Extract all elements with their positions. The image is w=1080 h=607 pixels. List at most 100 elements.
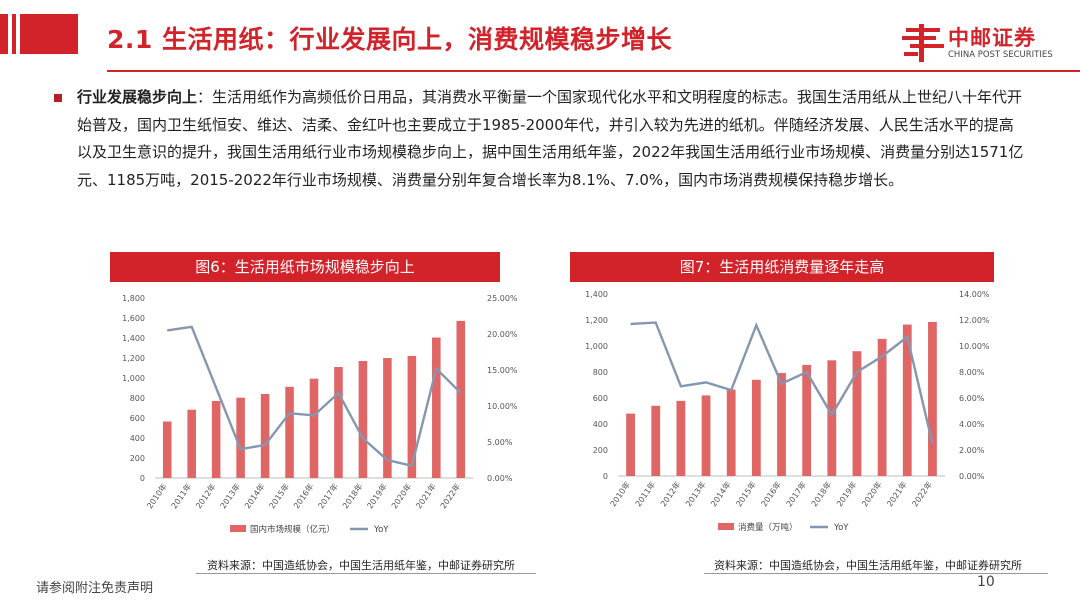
paragraph-lead: 行业发展稳步向上 xyxy=(77,88,198,106)
y-right-tick-label: 5.00% xyxy=(487,438,513,447)
bar xyxy=(309,378,319,478)
y-left-tick-label: 1,000 xyxy=(585,342,608,351)
x-tick-label: 2012年 xyxy=(193,481,217,510)
bar xyxy=(626,413,635,476)
chart-title: 图6：生活用纸市场规模稳步向上 xyxy=(110,252,500,282)
bar xyxy=(187,409,196,478)
legend-bar-label: 消费量（万吨） xyxy=(738,522,798,533)
chart-market-size: 图6：生活用纸市场规模稳步向上 0 200 400 600 800 1,000 1,200 1… xyxy=(110,252,518,552)
y-left-tick-label: 800 xyxy=(130,394,145,403)
y-left-tick-label: 0 xyxy=(603,472,608,481)
y-right-tick-label: 0.00% xyxy=(959,472,985,481)
y-right-tick-label: 25.00% xyxy=(487,294,518,303)
bar xyxy=(726,389,736,476)
legend-bar-swatch xyxy=(718,523,734,530)
yoy-line xyxy=(167,325,462,468)
y-right-tick-label: 6.00% xyxy=(959,394,985,403)
body-paragraph: 行业发展稳步向上：生活用纸作为高频低价日用品，其消费水平衡量一个国家现代化水平和… xyxy=(77,84,1027,194)
bar xyxy=(802,364,812,476)
x-tick-label: 2022年 xyxy=(438,481,462,510)
bar xyxy=(928,321,937,476)
y-left-tick-label: 400 xyxy=(130,434,145,443)
bar xyxy=(211,401,221,478)
bar xyxy=(852,351,862,476)
chart-plot: 0 200 400 600 800 1,000 1,200 1,400 0.00% 2.00% 4.… xyxy=(585,290,990,533)
header-accent-block xyxy=(0,14,78,54)
x-tick-label: 2011年 xyxy=(169,481,193,510)
bar xyxy=(162,421,172,478)
y-left-tick-label: 600 xyxy=(130,414,145,423)
x-tick-label: 2011年 xyxy=(633,479,657,508)
yoy-line xyxy=(630,321,934,444)
x-tick-label: 2013年 xyxy=(218,481,242,510)
y-right-tick-label: 20.00% xyxy=(487,330,518,339)
footer-disclaimer[interactable]: 请参阅附注免责声明 xyxy=(36,581,154,596)
bar xyxy=(432,337,441,478)
logo-chinese-name: 中邮证券 xyxy=(948,26,1036,50)
bar xyxy=(236,397,245,478)
y-left-tick-label: 400 xyxy=(593,420,608,429)
y-right-tick-label: 0.00% xyxy=(487,474,513,483)
x-tick-label: 2019年 xyxy=(834,479,858,508)
bar xyxy=(902,324,912,476)
y-left-tick-label: 1,600 xyxy=(122,314,145,323)
bar xyxy=(877,338,887,476)
x-tick-label: 2016年 xyxy=(291,481,315,510)
x-tick-label: 2013年 xyxy=(683,479,707,508)
x-tick-label: 2014年 xyxy=(708,479,732,508)
y-right-tick-label: 8.00% xyxy=(959,368,985,377)
y-left-tick-label: 200 xyxy=(593,446,608,455)
x-tick-label: 2017年 xyxy=(316,481,340,510)
legend-line-label: YoY xyxy=(373,525,389,535)
y-right-tick-label: 10.00% xyxy=(487,402,518,411)
x-tick-label: 2017年 xyxy=(784,479,808,508)
bar xyxy=(651,405,661,476)
bullet-square-icon xyxy=(54,94,62,102)
chart-plot: 0 200 400 600 800 1,000 1,200 1,400 1,600 1,800 0.… xyxy=(122,294,518,535)
source-divider xyxy=(704,573,1048,574)
y-left-tick-label: 600 xyxy=(593,394,608,403)
legend-bar-swatch xyxy=(230,525,246,532)
x-tick-label: 2010年 xyxy=(608,479,632,508)
x-tick-label: 2022年 xyxy=(910,479,934,508)
y-right-tick-label: 4.00% xyxy=(959,420,985,429)
title-divider xyxy=(107,70,1080,72)
y-left-tick-label: 1,200 xyxy=(122,354,145,363)
y-left-tick-label: 1,400 xyxy=(122,334,145,343)
y-left-tick-label: 0 xyxy=(140,474,145,483)
x-tick-label: 2012年 xyxy=(658,479,682,508)
bar xyxy=(358,361,368,478)
x-tick-label: 2014年 xyxy=(242,481,266,510)
x-tick-label: 2019年 xyxy=(365,481,389,510)
y-right-tick-label: 10.00% xyxy=(959,342,990,351)
x-tick-label: 2021年 xyxy=(413,481,437,510)
paragraph-text: ：生活用纸作为高频低价日用品，其消费水平衡量一个国家现代化水平和文明程度的标志。… xyxy=(77,88,1024,189)
bar xyxy=(407,356,417,478)
bar xyxy=(676,400,686,476)
logo-english-name: CHINA POST SECURITIES xyxy=(948,50,1053,60)
x-tick-label: 2018年 xyxy=(809,479,833,508)
page-number: 10 xyxy=(977,574,995,590)
y-right-tick-label: 2.00% xyxy=(959,446,985,455)
x-tick-label: 2010年 xyxy=(144,481,168,510)
y-right-tick-label: 12.00% xyxy=(959,316,990,325)
chart-source: 资料来源：中国造纸协会，中国生活用纸年鉴，中邮证券研究所 xyxy=(207,559,515,572)
bar xyxy=(751,379,761,476)
y-left-tick-label: 1,400 xyxy=(585,290,608,299)
bar xyxy=(777,373,786,476)
chart-title: 图7：生活用纸消费量逐年走高 xyxy=(570,252,994,282)
y-right-tick-label: 14.00% xyxy=(959,290,990,299)
y-left-tick-label: 1,800 xyxy=(122,294,145,303)
x-tick-label: 2015年 xyxy=(267,481,291,510)
y-left-tick-label: 800 xyxy=(593,368,608,377)
y-left-tick-label: 200 xyxy=(130,454,145,463)
legend-line-label: YoY xyxy=(833,523,849,533)
bar xyxy=(260,394,270,478)
bar xyxy=(827,360,837,476)
page-title: 2.1 生活用纸：行业发展向上，消费规模稳步增长 xyxy=(107,25,672,54)
company-logo: 中邮证券 CHINA POST SECURITIES xyxy=(900,22,1070,66)
x-tick-label: 2018年 xyxy=(340,481,364,510)
y-right-tick-label: 15.00% xyxy=(487,366,518,375)
bar xyxy=(701,395,711,476)
x-tick-label: 2016年 xyxy=(759,479,783,508)
